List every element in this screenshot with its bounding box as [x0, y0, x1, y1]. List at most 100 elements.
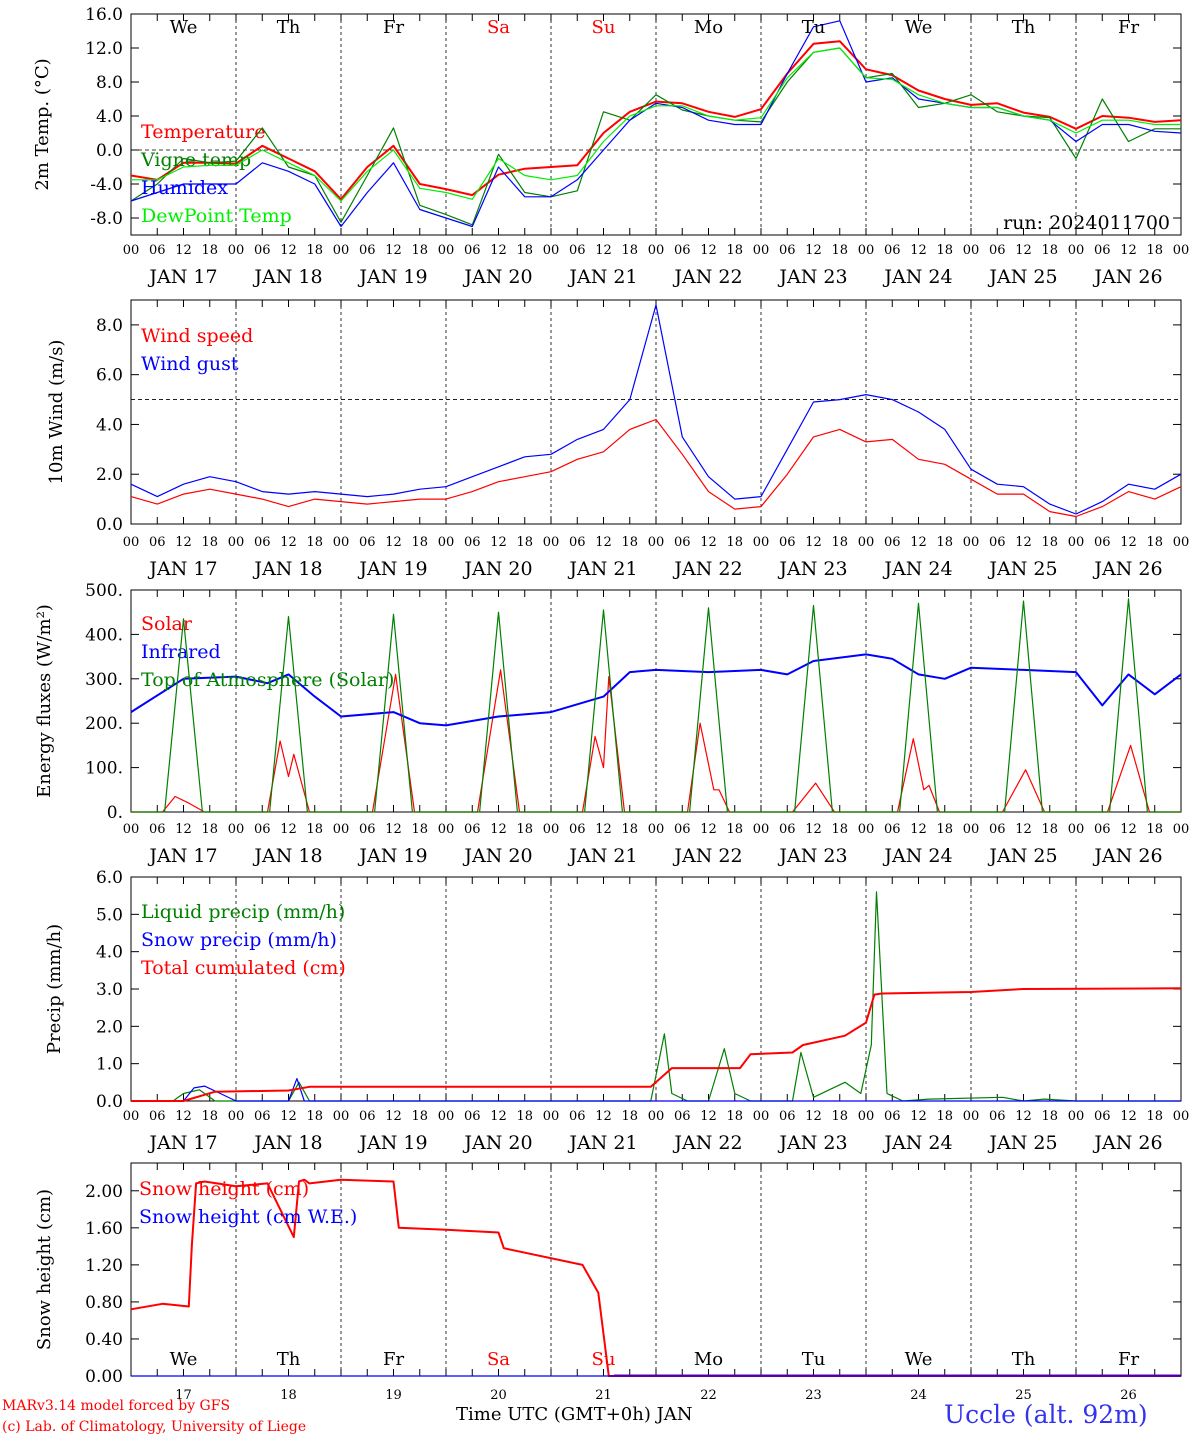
date-number-label: 25 — [1015, 1388, 1032, 1403]
hour-tick-label: 06 — [569, 535, 586, 550]
day-label: JAN 17 — [147, 558, 217, 580]
hour-tick-label: 00 — [858, 535, 875, 550]
hour-tick-label: 06 — [359, 822, 376, 837]
day-label: JAN 18 — [252, 1132, 322, 1154]
hour-tick-label: 18 — [936, 822, 953, 837]
hour-tick-label: 00 — [438, 243, 455, 258]
series-line-vigne-temp — [130, 47, 1181, 226]
legend-entry: Wind speed — [141, 325, 253, 347]
hour-tick-label: 18 — [726, 1109, 743, 1124]
hour-tick-label: 18 — [1041, 1109, 1058, 1124]
hour-tick-label: 00 — [228, 1109, 245, 1124]
hour-tick-label: 12 — [385, 243, 402, 258]
weekday-label: Mo — [694, 1349, 723, 1370]
legend-entry: Snow height (cm) — [139, 1178, 309, 1200]
legend-entry: Vigne temp — [140, 149, 251, 171]
weekday-label: We — [170, 17, 198, 38]
weekday-label: Su — [592, 1349, 616, 1370]
hour-tick-label: 18 — [1146, 1109, 1163, 1124]
hour-tick-label: 00 — [1068, 243, 1085, 258]
hour-tick-label: 00 — [963, 243, 980, 258]
weekday-label: We — [905, 1349, 933, 1370]
hour-tick-label: 06 — [779, 822, 796, 837]
day-label: JAN 26 — [1092, 558, 1162, 580]
day-label: JAN 21 — [567, 1132, 637, 1154]
day-label: JAN 19 — [357, 266, 427, 288]
hour-tick-label: 18 — [621, 822, 638, 837]
y-tick-label: 3.0 — [96, 980, 123, 1000]
series-line-top-of-atmosphere-solar — [131, 598, 1181, 813]
date-number-label: 17 — [175, 1388, 192, 1403]
day-label: JAN 18 — [252, 845, 322, 867]
day-label: JAN 24 — [882, 845, 952, 867]
y-tick-label: 12.0 — [85, 39, 123, 59]
y-axis-label: 10m Wind (m/s) — [46, 340, 67, 485]
y-tick-label: 4.0 — [96, 107, 123, 127]
date-number-label: 23 — [805, 1388, 822, 1403]
hour-tick-label: 18 — [306, 822, 323, 837]
hour-tick-label: 00 — [333, 1109, 350, 1124]
hour-tick-label: 12 — [175, 243, 192, 258]
hour-tick-label: 12 — [175, 822, 192, 837]
y-tick-label: 4.0 — [96, 943, 123, 963]
hour-tick-label: 00 — [543, 243, 560, 258]
hour-tick-label: 18 — [621, 243, 638, 258]
hour-tick-label: 12 — [805, 822, 822, 837]
hour-tick-label: 12 — [280, 1109, 297, 1124]
series-line-snow-height-cm — [130, 1178, 1181, 1377]
day-label: JAN 20 — [462, 845, 532, 867]
series-line-temperature — [130, 40, 1182, 201]
day-label: JAN 17 — [147, 845, 217, 867]
weekday-label: Th — [1012, 17, 1036, 38]
hour-tick-label: 06 — [989, 1109, 1006, 1124]
weekday-label: Sa — [487, 1349, 510, 1370]
hour-tick-label: 06 — [464, 243, 481, 258]
hour-tick-label: 06 — [254, 822, 271, 837]
y-tick-label: 16.0 — [85, 5, 123, 25]
hour-tick-label: 18 — [411, 822, 428, 837]
hour-tick-label: 06 — [254, 535, 271, 550]
y-tick-label: 1.0 — [96, 1055, 123, 1075]
weekday-label: Sa — [487, 17, 510, 38]
y-tick-label: 400. — [85, 625, 123, 645]
hour-tick-label: 18 — [306, 1109, 323, 1124]
hour-tick-label: 12 — [1120, 822, 1137, 837]
weekday-label: Fr — [383, 1349, 404, 1370]
y-tick-label: 6.0 — [96, 868, 123, 888]
hour-tick-label: 12 — [385, 535, 402, 550]
hour-tick-label: 18 — [306, 535, 323, 550]
hour-tick-label: 12 — [595, 822, 612, 837]
legend-entry: Humidex — [141, 177, 228, 199]
hour-tick-label: 12 — [805, 243, 822, 258]
day-label: JAN 22 — [672, 558, 742, 580]
legend-entry: Liquid precip (mm/h) — [141, 901, 345, 923]
date-number-label: 24 — [910, 1388, 927, 1403]
day-label: JAN 18 — [252, 558, 322, 580]
hour-tick-label: 00 — [543, 535, 560, 550]
hour-tick-label: 00 — [543, 822, 560, 837]
hour-tick-label: 00 — [753, 822, 770, 837]
weekday-label: We — [905, 17, 933, 38]
lab-credit: (c) Lab. of Climatology, University of L… — [2, 1419, 307, 1435]
hour-tick-label: 12 — [805, 1109, 822, 1124]
hour-tick-label: 06 — [779, 535, 796, 550]
hour-tick-label: 12 — [490, 822, 507, 837]
hour-tick-label: 18 — [831, 1109, 848, 1124]
legend-entry: Wind gust — [141, 353, 239, 375]
hour-tick-label: 00 — [123, 822, 140, 837]
hour-tick-label: 00 — [228, 243, 245, 258]
hour-tick-label: 00 — [333, 535, 350, 550]
day-label: JAN 24 — [882, 558, 952, 580]
hour-tick-label: 18 — [201, 535, 218, 550]
hour-tick-label: 18 — [726, 822, 743, 837]
series-line-wind-speed — [130, 418, 1182, 518]
legend-entry: Total cumulated (cm) — [141, 957, 346, 979]
hour-tick-label: 12 — [1120, 1109, 1137, 1124]
hour-tick-label: 06 — [1094, 822, 1111, 837]
day-label: JAN 20 — [462, 1132, 532, 1154]
y-axis-label: Snow height (cm) — [34, 1189, 55, 1350]
legend-entry: Top of Atmosphere (Solar) — [141, 669, 394, 691]
hour-tick-label: 06 — [569, 243, 586, 258]
y-tick-label: 500. — [85, 581, 123, 601]
